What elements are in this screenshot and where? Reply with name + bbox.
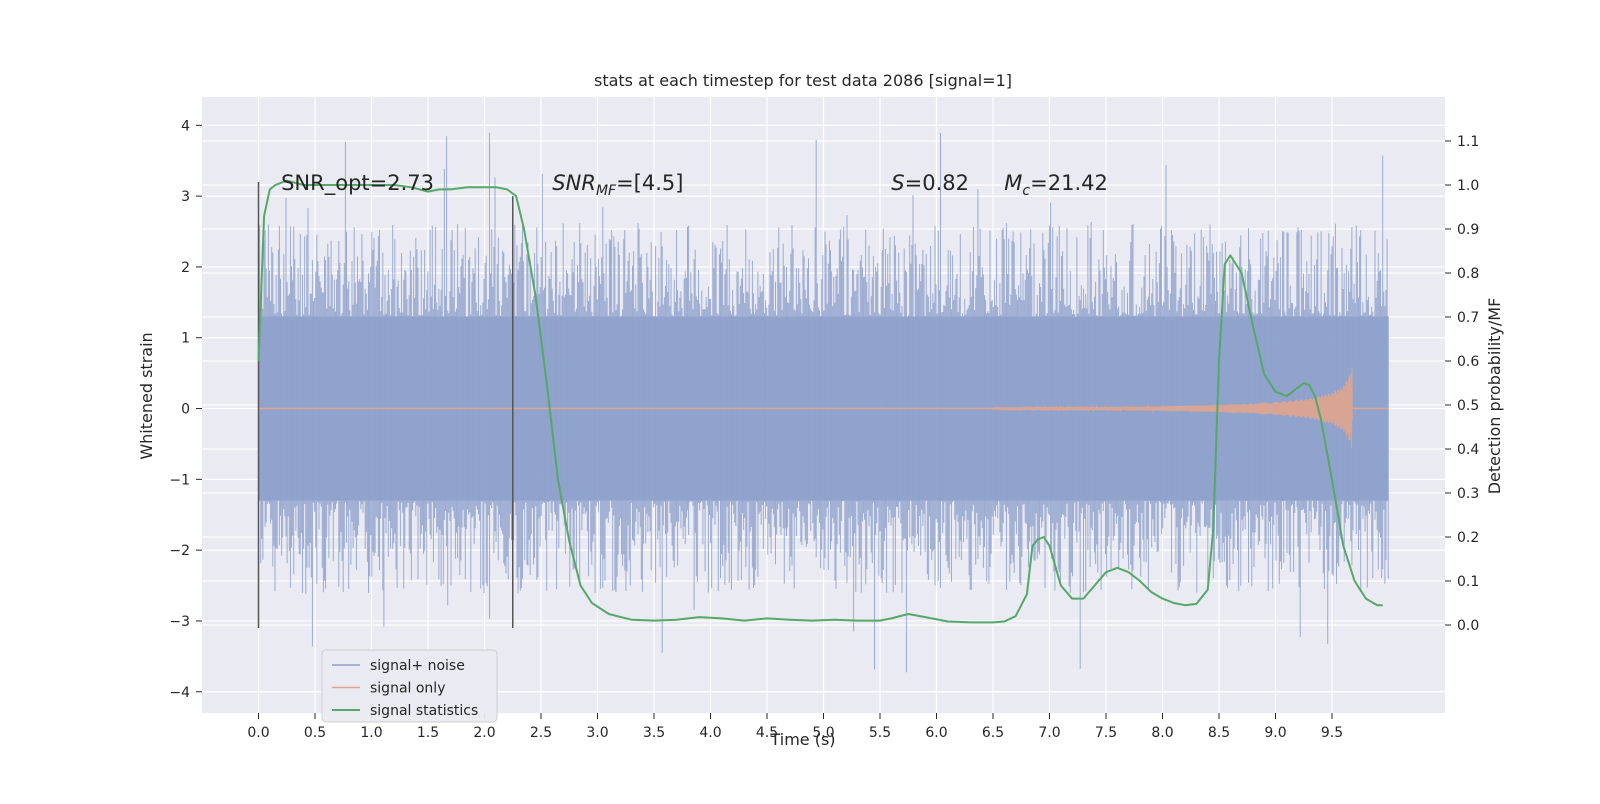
- annotation-subscript: MF: [596, 183, 617, 199]
- x-tick-label: 4.5: [756, 725, 778, 741]
- annotation-value: =21.42: [1030, 171, 1108, 195]
- x-tick-label: 8.5: [1208, 725, 1230, 741]
- y-left-tick-label: 3: [181, 189, 190, 205]
- y-left-tick-label: 4: [181, 118, 190, 134]
- y-left-tick-label: −2: [169, 543, 190, 559]
- annotation-snr-opt: SNR_opt=2.73: [281, 171, 434, 196]
- annotation-snr-mf: SNRMF=[4.5]: [552, 171, 683, 199]
- y-right-tick-label: 0.0: [1457, 618, 1479, 634]
- y-axis-label-right: Detection probability/MF: [1485, 298, 1504, 495]
- legend: signal+ noise signal only signal statistic…: [321, 649, 498, 723]
- annotation-main: SNR: [552, 171, 596, 195]
- y-left-tick-label: 2: [181, 260, 190, 276]
- y-right-tick-label: 0.5: [1457, 398, 1479, 414]
- vertical-markers: [257, 181, 514, 629]
- axes: 0.0 0.5 1.0 1.5 2.0 2.5 3.0 3.5 4.0 4.5 5.0 5.5 6.0 6…: [169, 118, 1479, 741]
- x-tick-label: 3.5: [643, 725, 665, 741]
- x-tick-label: 0.5: [304, 725, 326, 741]
- annotation-s-stat: S=0.82: [891, 171, 969, 195]
- y-left-tick-label: −1: [169, 472, 190, 488]
- x-tick-label: 1.5: [417, 725, 439, 741]
- legend-label: signal only: [370, 681, 445, 697]
- x-tick-label: 5.5: [869, 725, 891, 741]
- y-right-tick-label: 0.7: [1457, 310, 1479, 326]
- x-tick-label: 3.0: [586, 725, 608, 741]
- x-tick-label: 5.0: [812, 725, 834, 741]
- y-left-tick-label: −4: [169, 685, 190, 701]
- chart-title: stats at each timestep for test data 208…: [594, 71, 1012, 90]
- x-tick-label: 7.0: [1038, 725, 1060, 741]
- signal-series: [258, 367, 1389, 448]
- annotation-main: M: [1004, 171, 1022, 195]
- x-tick-label: 9.0: [1264, 725, 1286, 741]
- y-right-tick-label: 0.6: [1457, 354, 1479, 370]
- y-left-tick-label: −3: [169, 614, 190, 630]
- x-tick-label: 6.5: [982, 725, 1004, 741]
- y-right-tick-label: 0.2: [1457, 530, 1479, 546]
- y-right-tick-label: 0.4: [1457, 442, 1479, 458]
- y-right-tick-label: 0.9: [1457, 222, 1479, 238]
- x-tick-label: 9.5: [1321, 725, 1343, 741]
- y-right-tick-label: 0.8: [1457, 266, 1479, 282]
- x-tick-label: 8.0: [1151, 725, 1173, 741]
- annotations: SNR_opt=2.73 SNRMF=[4.5] S=0.82 Mc=21.42: [281, 171, 1108, 199]
- annotation-subscript: c: [1022, 183, 1030, 199]
- legend-box: [321, 649, 498, 723]
- x-tick-label: 4.0: [699, 725, 721, 741]
- signal-chirp: [992, 367, 1353, 448]
- x-tick-label: 1.0: [360, 725, 382, 741]
- legend-label: signal+ noise: [370, 658, 465, 674]
- y-left-tick-label: 0: [181, 402, 190, 418]
- y-axis-label-left: Whitened strain: [137, 332, 156, 459]
- y-right-tick-label: 0.3: [1457, 486, 1479, 502]
- x-tick-label: 2.0: [473, 725, 495, 741]
- stats-line: [257, 179, 1383, 624]
- annotation-value: =0.82: [905, 171, 969, 195]
- x-tick-label: 0.0: [247, 725, 269, 741]
- x-tick-label: 2.5: [530, 725, 552, 741]
- y-right-tick-label: 0.1: [1457, 574, 1479, 590]
- y-right-tick-label: 1.1: [1457, 134, 1479, 150]
- legend-label: signal statistics: [370, 703, 478, 719]
- annotation-value: =[4.5]: [616, 171, 683, 195]
- x-tick-label: 7.5: [1095, 725, 1117, 741]
- stats-series: [257, 179, 1383, 624]
- y-left-tick-label: 1: [181, 331, 190, 347]
- y-right-tick-label: 1.0: [1457, 178, 1479, 194]
- annotation-mc: Mc=21.42: [1004, 171, 1108, 199]
- x-tick-label: 6.0: [925, 725, 947, 741]
- x-axis-label: Time (s): [769, 730, 835, 749]
- annotation-main: S: [891, 171, 904, 195]
